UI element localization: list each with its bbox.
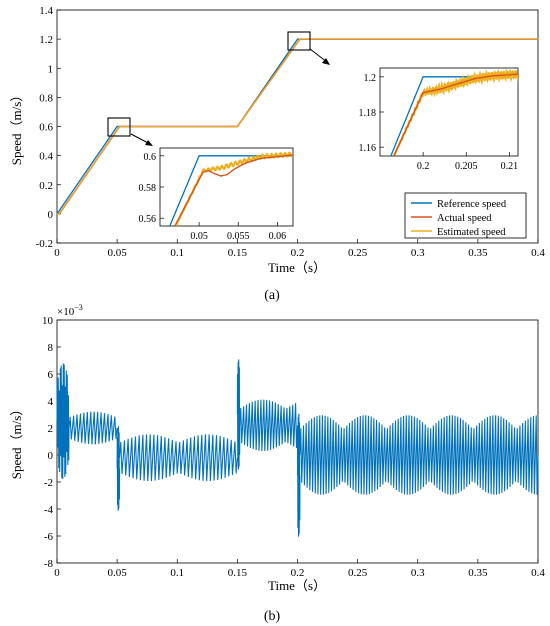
error-signal-segment	[56, 363, 70, 479]
inset-y-tick-label: 0.6	[144, 152, 157, 163]
panel-a-x-tick-label: 0.25	[348, 247, 368, 259]
zoom-box-1	[107, 117, 131, 137]
legend-label-reference: Reference speed	[437, 199, 507, 210]
panel-b-x-tick-label: 0.15	[228, 567, 248, 579]
inset-y-tick-label: 0.58	[139, 183, 157, 194]
panel-b-x-tick-label: 0.05	[108, 567, 128, 579]
panel-b-x-tick-label: 0.35	[468, 567, 488, 579]
zoom-arrow-1-head	[145, 140, 153, 146]
inset-x-tick-label: 0.205	[455, 161, 478, 172]
panel-b-x-tick-label: 0.25	[348, 567, 368, 579]
panel-a-y-tick-label: -0.2	[36, 238, 53, 250]
panel-b-x-tick-label: 0.4	[531, 567, 545, 579]
panel-b-y-tick-label: -2	[44, 477, 53, 489]
panel-b-x-tick-label: 0	[54, 567, 60, 579]
panel-a-y-tick-label: 1	[48, 63, 54, 75]
error-signal-segment	[299, 415, 539, 495]
panel-b-y-tick-label: 4	[48, 396, 54, 408]
panel-a-caption: (a)	[264, 288, 280, 303]
inset-zoom-2: 0.2 0.205 0.21 1.16 1.18 1.2	[359, 67, 519, 172]
panel-a-y-tick-label: 0.4	[39, 151, 53, 163]
panel-a-y-tick-label: 0	[48, 209, 54, 221]
panel-a-x-tick-label: 0.05	[108, 247, 128, 259]
panel-a-x-axis-label: Time（s）	[268, 260, 326, 275]
inset-y-tick-label: 0.56	[139, 214, 157, 225]
panel-a-x-tick-label: 0.1	[170, 247, 184, 259]
panel-a-x-tick-label: 0.3	[411, 247, 425, 259]
zoom-box-2	[287, 31, 311, 51]
inset-x-tick-label: 0.21	[501, 161, 519, 172]
inset-y-tick-label: 1.2	[364, 73, 377, 84]
panel-a-x-tick-label: 0.35	[468, 247, 488, 259]
panel-a-x-tick-label: 0.4	[531, 247, 545, 259]
panel-b-caption: (b)	[264, 609, 281, 624]
inset-y-tick-label: 1.18	[359, 108, 377, 119]
panel-b-chart: 0 0.05 0.1 0.15 0.2 0.25 0.3 0.35 0.4 -8 -6 -4 -2 0 2 4…	[9, 303, 545, 624]
panel-b-exponent-label: ×10−3	[57, 303, 83, 318]
panel-b-y-axis-label: Speed（m/s）	[9, 403, 24, 480]
panel-b-y-tick-label: 0	[48, 450, 54, 462]
error-signal-segment	[296, 413, 301, 537]
inset-plot-area	[159, 147, 294, 227]
panel-a-y-tick-label: 0.2	[39, 180, 53, 192]
panel-a-x-tick-label: 0.2	[291, 247, 305, 259]
panel-a-y-tick-label: 1.2	[39, 34, 53, 46]
inset-actual-line	[174, 154, 293, 226]
panel-b-y-tick-label: -8	[44, 558, 54, 570]
panel-a-y-axis-label: Speed（m/s）	[9, 89, 24, 166]
panel-b-y-tick-label: 10	[42, 315, 54, 327]
panel-a-chart: 0 0.05 0.1 0.15 0.2 0.25 0.3 0.35 0.4-0.200.20.4…	[9, 5, 545, 303]
legend-label-actual: Actual speed	[437, 213, 492, 224]
legend: Reference speed Actual speed Estimated s…	[404, 192, 527, 239]
panel-a-x-tick-label: 0.15	[228, 247, 248, 259]
error-signal-segment	[118, 434, 238, 482]
panel-b-y-tick-label: -4	[44, 504, 54, 516]
panel-a-x-tick-label: 0	[54, 247, 60, 259]
inset-zoom-1: 0.05 0.055 0.06 0.56 0.58 0.6	[139, 147, 294, 242]
zoom-arrow-2	[309, 48, 328, 63]
panel-b-y-tick-label: -6	[44, 531, 54, 543]
panel-a-y-tick-label: 0.6	[39, 122, 53, 134]
panel-b-y-tick-label: 8	[48, 342, 54, 354]
panel-b-x-tick-label: 0.3	[411, 567, 425, 579]
panel-b-x-tick-label: 0.2	[291, 567, 305, 579]
panel-b-x-axis-label: Time（s）	[268, 578, 326, 593]
inset-actual-line	[393, 73, 518, 156]
panel-b-y-tick-label: 6	[48, 369, 54, 381]
error-signal-segment	[239, 399, 299, 452]
inset-y-tick-label: 1.16	[359, 143, 377, 154]
inset-x-tick-label: 0.2	[417, 161, 430, 172]
series-estimated-line	[57, 38, 538, 215]
panel-a-y-tick-label: 0.8	[39, 92, 53, 104]
panel-b-y-tick-label: 2	[48, 423, 54, 435]
legend-label-estimated: Estimated speed	[437, 227, 506, 238]
inset-x-tick-label: 0.05	[190, 231, 208, 242]
panel-a-y-tick-label: 1.4	[39, 5, 53, 17]
error-signal-segment	[236, 359, 241, 470]
inset-x-tick-label: 0.055	[227, 231, 250, 242]
inset-x-tick-label: 0.06	[269, 231, 287, 242]
zoom-arrow-2-head	[322, 58, 330, 65]
error-signal-segment	[116, 426, 121, 511]
error-signal-segment	[68, 411, 118, 445]
panel-b-x-tick-label: 0.1	[170, 567, 184, 579]
